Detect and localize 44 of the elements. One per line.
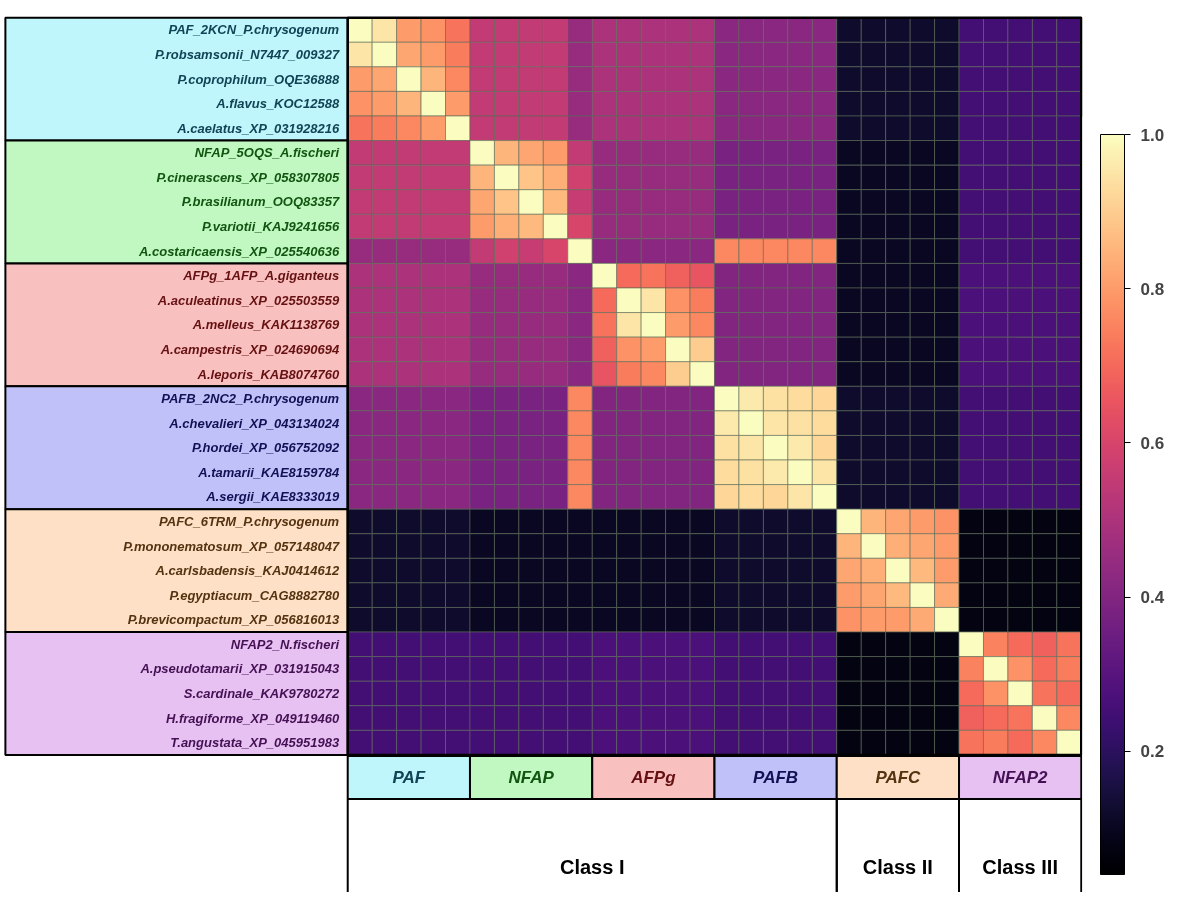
y-tick-label: A.campestris_XP_024690694 (159, 341, 340, 357)
y-tick-label: AFPg_1AFP_A.giganteus (182, 268, 340, 284)
color-bar-label: 0.6 (1140, 433, 1165, 453)
y-tick-label: P.cinerascens_XP_058307805 (156, 169, 340, 185)
text: NFAP2 (992, 768, 1049, 787)
text: NFAP (508, 768, 555, 787)
y-tick-label: A.flavus_KOC12588 (215, 96, 340, 112)
y-tick-label: A.pseudotamarii_XP_031915043 (139, 661, 340, 677)
y-tick-label: P.egyptiacum_CAG8882780 (169, 587, 340, 603)
y-tick-label: A.aculeatinus_XP_025503559 (156, 292, 340, 308)
y-tick-label: P.brasilianum_OOQ83357 (181, 194, 340, 210)
y-tick-label: PAF_2KCN_P.chrysogenum (168, 22, 340, 38)
y-tick-label: A.melleus_KAK1138769 (191, 317, 340, 333)
y-tick-label: T.angustata_XP_045951983 (170, 735, 340, 751)
color-bar-label: 0.4 (1140, 588, 1165, 607)
y-tick-label: A.leporis_KAB8074760 (196, 366, 340, 382)
text: PAFC (875, 768, 922, 787)
text: Class II (862, 855, 933, 878)
y-tick-label: H.fragiforme_XP_049119460 (165, 710, 340, 726)
color-bar-label: 1.0 (1140, 125, 1165, 145)
y-tick-label: P.coprophilum_OQE36888 (177, 71, 340, 87)
text: AFPg (630, 768, 677, 787)
y-tick-label: P.variotii_KAJ9241656 (202, 219, 340, 235)
text: Class I (560, 855, 625, 878)
y-tick-label: A.chevalieri_XP_043134024 (168, 415, 340, 431)
y-tick-label: P.hordei_XP_056752092 (191, 440, 340, 456)
y-tick-label: P.robsamsonii_N7447_009327 (155, 47, 340, 63)
y-tick-label: PAFC_6TRM_P.chrysogenum (159, 513, 340, 529)
y-tick-label: P.mononematosum_XP_057148047 (123, 538, 340, 554)
y-tick-label: S.cardinale_KAK9780272 (183, 685, 340, 701)
y-tick-label: NFAP_5OQS_A.fischeri (194, 145, 340, 161)
text: Class III (982, 855, 1058, 878)
y-tick-label: P.brevicompactum_XP_056816013 (127, 612, 340, 628)
color-bar-label: 0.8 (1140, 279, 1165, 299)
y-tick-label: A.carlsbadensis_KAJ0414612 (154, 563, 340, 579)
y-tick-label: NFAP2_N.fischeri (230, 636, 340, 652)
y-tick-label: A.costaricaensis_XP_025540636 (137, 243, 340, 259)
text: PAFB (753, 768, 799, 787)
y-tick-label: A.sergii_KAE8333019 (205, 489, 340, 505)
text: PAF (392, 768, 426, 787)
y-tick-label: A.caelatus_XP_031928216 (176, 120, 340, 136)
y-tick-label: PAFB_2NC2_P.chrysogenum (161, 391, 340, 407)
color-bar-label: 0.2 (1140, 742, 1165, 762)
y-tick-label: A.tamarii_KAE8159784 (197, 464, 340, 480)
